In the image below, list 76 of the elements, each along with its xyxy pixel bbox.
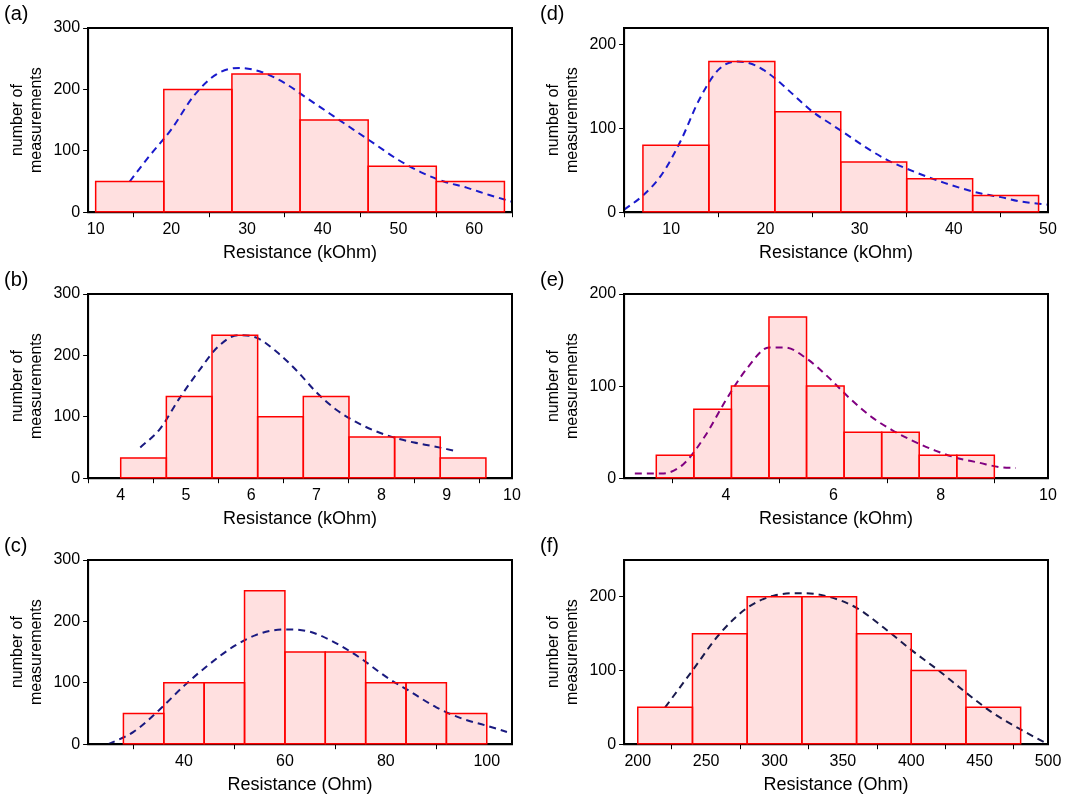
x-tick-label: 400 [897, 752, 925, 770]
y-tick-label: 300 [53, 550, 81, 568]
x-tick-label: 10 [1039, 486, 1057, 504]
x-tick-label: 30 [238, 220, 257, 238]
x-axis-title: Resistance (Ohm) [763, 774, 909, 795]
y-tick-label: 200 [589, 35, 617, 53]
x-axis-title: Resistance (kOhm) [223, 508, 378, 529]
x-tick-label: 5 [181, 486, 191, 504]
y-tick-label: 200 [53, 79, 81, 97]
y-axis-title: number of measurements [8, 599, 45, 706]
x-tick-label: 20 [756, 220, 775, 238]
y-tick-label: 200 [589, 587, 617, 605]
x-axis-title: Resistance (Ohm) [227, 774, 373, 795]
x-tick-label: 300 [761, 752, 788, 770]
y-axis-title: number of measurements [544, 599, 581, 706]
x-tick-label: 50 [389, 220, 408, 238]
x-tick-label: 20 [162, 220, 181, 238]
x-tick-label: 6 [246, 486, 256, 504]
line-series [107, 628, 508, 745]
y-tick-label: 0 [607, 734, 617, 752]
x-tick-label: 450 [966, 752, 994, 770]
y-tick-label: 200 [53, 611, 81, 629]
chart-title: (b) [4, 267, 29, 290]
x-tick-label: 250 [692, 752, 720, 770]
y-axis-title: number of measurements [8, 333, 45, 440]
y-tick-label: 0 [607, 468, 617, 486]
chart-title: (e) [540, 267, 565, 290]
x-tick-label: 7 [311, 486, 321, 504]
x-tick-label: 10 [503, 486, 521, 504]
y-tick-label: 0 [607, 202, 617, 220]
chart-title: (f) [540, 533, 559, 556]
x-tick-label: 9 [442, 486, 452, 504]
y-tick-label: 100 [589, 660, 617, 678]
x-tick-label: 60 [465, 220, 484, 238]
y-axis-title: number of measurements [544, 333, 581, 440]
y-tick-label: 0 [71, 734, 81, 752]
y-tick-label: 200 [53, 345, 81, 363]
x-tick-label: 80 [376, 752, 395, 770]
y-tick-label: 200 [589, 284, 617, 302]
x-tick-label: 350 [829, 752, 857, 770]
x-tick-label: 200 [624, 752, 652, 770]
x-tick-label: 8 [936, 486, 946, 504]
line-series [139, 334, 455, 452]
x-tick-label: 6 [828, 486, 838, 504]
y-axis-title: number of measurements [8, 67, 45, 174]
x-tick-label: 10 [86, 220, 105, 238]
x-axis-title: Resistance (kOhm) [223, 242, 378, 263]
x-tick-label: 8 [377, 486, 387, 504]
y-tick-label: 100 [53, 141, 81, 159]
line-series [633, 346, 1017, 475]
y-tick-label: 300 [53, 18, 81, 36]
x-tick-label: 40 [944, 220, 963, 238]
x-tick-label: 40 [313, 220, 332, 238]
y-tick-label: 100 [589, 118, 617, 136]
x-tick-label: 500 [1034, 752, 1062, 770]
x-axis-title: Resistance (kOhm) [759, 242, 914, 263]
y-tick-label: 0 [71, 202, 81, 220]
x-tick-label: 4 [721, 486, 731, 504]
x-tick-label: 30 [850, 220, 869, 238]
x-tick-label: 100 [473, 752, 501, 770]
y-tick-label: 0 [71, 468, 81, 486]
x-tick-label: 4 [116, 486, 126, 504]
x-axis-title: Resistance (kOhm) [759, 508, 914, 529]
y-axis-title: number of measurements [544, 67, 581, 174]
y-tick-label: 100 [53, 407, 81, 425]
x-tick-label: 50 [1039, 220, 1057, 238]
y-tick-label: 100 [53, 673, 81, 691]
y-tick-label: 300 [53, 284, 81, 302]
chart-title: (a) [4, 1, 29, 24]
x-tick-label: 60 [276, 752, 294, 770]
line-series [128, 66, 512, 203]
x-tick-label: 40 [175, 752, 193, 770]
chart-title: (c) [4, 533, 28, 556]
y-tick-label: 100 [589, 376, 617, 394]
x-tick-label: 10 [662, 220, 681, 238]
chart-title: (d) [540, 1, 565, 24]
